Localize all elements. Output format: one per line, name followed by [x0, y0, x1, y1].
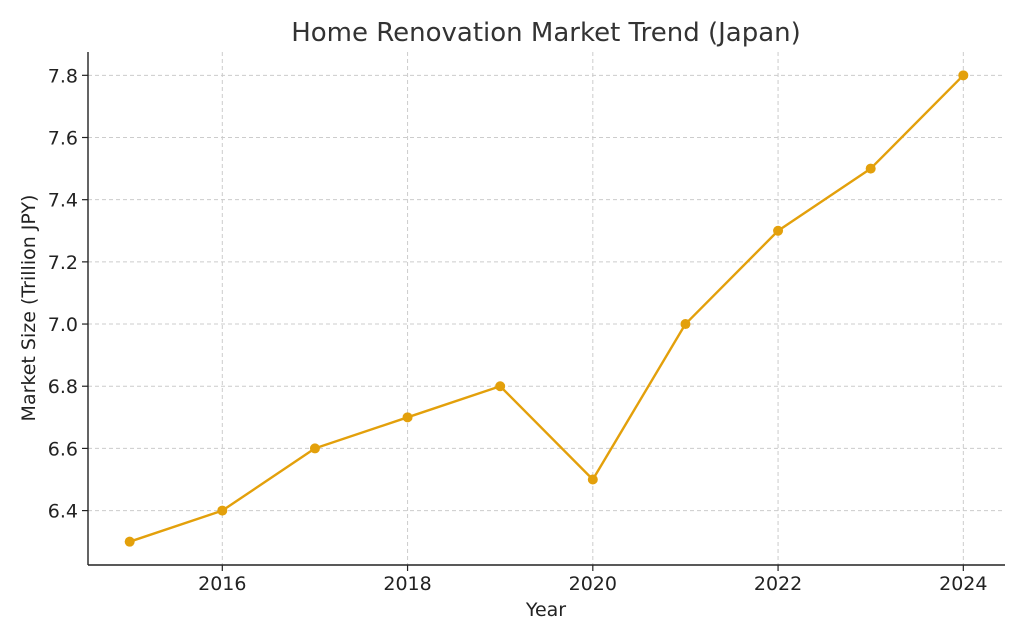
- data-point: [587, 474, 598, 485]
- x-tick-label: 2016: [198, 573, 246, 595]
- y-tick-label: 7.0: [48, 314, 78, 336]
- x-tick-label: 2022: [754, 573, 802, 595]
- grid-layer: [88, 52, 1005, 565]
- data-point: [680, 319, 691, 330]
- y-axis-label: Market Size (Trillion JPY): [18, 195, 40, 422]
- y-tick-label: 7.4: [48, 190, 78, 212]
- y-tick-label: 6.6: [48, 438, 78, 460]
- y-tick-label: 6.4: [48, 501, 78, 523]
- data-point: [309, 443, 320, 454]
- data-point: [124, 536, 135, 547]
- axes-spines: [87, 52, 1005, 566]
- data-point: [217, 505, 228, 516]
- y-tick-label: 7.2: [48, 252, 78, 274]
- y-tick-label: 7.6: [48, 128, 78, 150]
- axis-ticks: 2016 2018 2020 2022 2024 6.4 6.6 6.8 7.0 7.2 7.4 7.…: [48, 65, 988, 595]
- y-tick-label: 7.8: [48, 65, 78, 87]
- chart-title: Home Renovation Market Trend (Japan): [291, 18, 801, 48]
- x-tick-label: 2020: [569, 573, 617, 595]
- data-point: [865, 163, 876, 174]
- data-point: [495, 381, 506, 392]
- data-point: [773, 225, 784, 236]
- x-tick-label: 2024: [939, 573, 987, 595]
- x-tick-label: 2018: [383, 573, 431, 595]
- series-layer: [124, 70, 969, 547]
- x-axis-label: Year: [525, 599, 566, 621]
- series-line: [129, 74, 965, 543]
- data-point: [402, 412, 413, 423]
- data-point: [958, 70, 969, 81]
- y-tick-label: 6.8: [48, 376, 78, 398]
